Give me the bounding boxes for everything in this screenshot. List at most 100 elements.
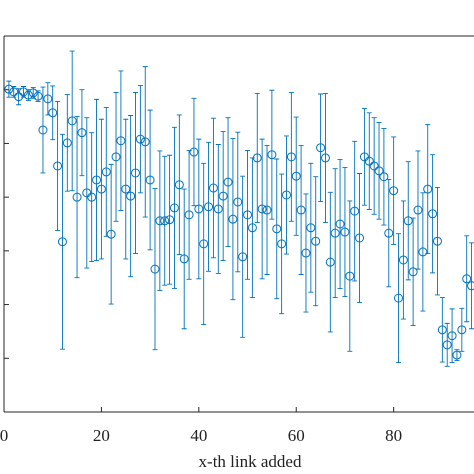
error-bar: [283, 135, 289, 255]
data-point: [208, 183, 218, 193]
error-bar: [322, 93, 328, 223]
error-bar: [279, 173, 285, 315]
data-point: [311, 236, 321, 246]
data-point: [272, 224, 282, 234]
data-point: [57, 237, 67, 247]
error-bar: [79, 89, 85, 177]
data-point: [38, 125, 48, 135]
data-point: [457, 325, 467, 335]
error-bar: [308, 162, 314, 293]
data-point: [160, 216, 170, 226]
data-point: [14, 92, 24, 102]
error-bar: [181, 188, 187, 330]
data-point: [121, 184, 131, 194]
data-point: [228, 214, 238, 224]
error-bar: [327, 191, 333, 333]
error-bar: [303, 193, 309, 313]
data-point: [131, 168, 141, 178]
error-bar: [371, 117, 377, 215]
error-bar: [293, 116, 299, 236]
error-bar: [40, 86, 46, 174]
data-point: [296, 205, 306, 215]
error-bar: [64, 94, 70, 192]
error-bar: [16, 88, 22, 106]
data-point: [277, 239, 287, 249]
data-point: [43, 94, 53, 104]
data-point: [204, 202, 214, 212]
error-bar: [396, 233, 402, 364]
data-point: [169, 203, 179, 213]
data-point: [418, 247, 428, 257]
data-point: [145, 175, 155, 185]
data-point: [389, 186, 399, 196]
data-point: [403, 216, 413, 226]
error-bar: [152, 188, 158, 351]
error-bar: [254, 93, 260, 223]
data-point: [165, 215, 175, 225]
data-point: [101, 167, 111, 177]
error-bar: [274, 158, 280, 300]
data-point: [467, 281, 474, 291]
error-bar: [230, 138, 236, 301]
error-bar: [74, 116, 80, 279]
error-bar: [108, 163, 114, 305]
error-bar: [425, 124, 431, 254]
error-bar: [430, 154, 436, 274]
data-point: [374, 166, 384, 176]
data-point: [96, 184, 106, 194]
error-bar: [240, 175, 246, 338]
data-point: [53, 161, 63, 171]
data-point: [77, 128, 87, 138]
data-point: [462, 274, 472, 284]
error-bar: [332, 168, 338, 299]
error-bar: [123, 118, 129, 260]
data-point: [437, 325, 447, 335]
error-bar: [147, 109, 153, 251]
error-bar: [220, 131, 226, 261]
data-point: [325, 257, 335, 267]
data-point: [301, 248, 311, 258]
data-point: [306, 223, 316, 233]
error-bar: [94, 98, 100, 261]
error-bar: [249, 157, 255, 299]
error-bar: [191, 97, 197, 207]
error-bar: [167, 154, 173, 285]
data-point: [184, 210, 194, 220]
data-point: [252, 153, 262, 163]
data-point: [350, 206, 360, 216]
data-point: [355, 233, 365, 243]
data-point: [155, 216, 165, 226]
error-bar: [337, 159, 343, 289]
data-point: [330, 228, 340, 238]
data-point: [238, 252, 248, 262]
error-bar: [171, 126, 177, 289]
error-bar: [55, 101, 61, 231]
data-point: [364, 156, 374, 166]
error-bar: [318, 93, 324, 202]
data-point: [316, 143, 326, 153]
error-bar: [157, 150, 163, 292]
error-bar: [245, 149, 251, 280]
error-bar: [118, 70, 124, 212]
data-point: [428, 209, 438, 219]
data-point: [150, 264, 160, 274]
data-point: [267, 150, 277, 160]
data-point: [194, 204, 204, 214]
data-point: [340, 227, 350, 237]
data-point: [335, 219, 345, 229]
data-point: [189, 147, 199, 157]
error-bar: [176, 114, 182, 256]
error-bar: [133, 91, 139, 254]
data-point: [257, 204, 267, 214]
error-bar: [225, 117, 231, 248]
data-point: [384, 228, 394, 238]
data-point: [218, 191, 228, 201]
data-point: [286, 152, 296, 162]
data-point: [92, 175, 102, 185]
data-point: [18, 87, 28, 97]
error-bar: [410, 217, 416, 326]
data-point: [116, 136, 126, 146]
data-point: [262, 205, 272, 215]
data-point: [87, 192, 97, 202]
error-bar: [84, 117, 90, 269]
